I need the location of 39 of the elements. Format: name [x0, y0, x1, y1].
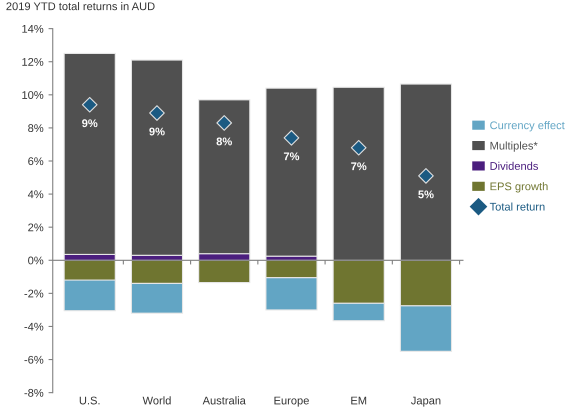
y-tick-label: 4%: [28, 190, 44, 198]
x-tick-label: Japan: [410, 396, 440, 407]
y-tick-label: 10%: [22, 91, 44, 99]
point: [216, 115, 232, 131]
data-label: 5%: [418, 190, 434, 198]
y-tick-label: 14%: [22, 24, 44, 33]
y-tick-label: -6%: [24, 356, 44, 364]
chart-title: 2019 YTD total returns in AUD: [6, 2, 155, 10]
point: [350, 140, 367, 156]
data-label: 7%: [351, 162, 366, 170]
y-tick-label: -8%: [24, 388, 44, 397]
legend-label: Currency effect: [490, 121, 565, 132]
bar: [64, 52, 116, 256]
x-tick-label: Australia: [202, 396, 246, 404]
x-tick-label: World: [142, 396, 171, 404]
point: [284, 130, 300, 146]
y-tick-label: 2%: [28, 223, 44, 232]
x-tick-label: Europe: [274, 396, 309, 407]
data-label: 8%: [216, 138, 232, 146]
legend-label: Multiples*: [490, 141, 538, 152]
data-label: 9%: [82, 119, 98, 128]
point: [149, 105, 165, 121]
y-tick-label: 6%: [28, 157, 44, 166]
x-tick-label: EM: [351, 396, 366, 404]
y-tick-label: -2%: [24, 290, 44, 298]
bar: [130, 60, 184, 256]
legend-label: Dividends: [490, 162, 538, 170]
bar: [265, 88, 318, 257]
legend-label: EPS growth: [490, 182, 548, 192]
point: [82, 96, 98, 113]
y-tick-label: 0%: [28, 256, 44, 264]
data-label: 9%: [149, 128, 165, 136]
y-tick-label: -4%: [24, 322, 44, 331]
y-tick-label: 12%: [22, 58, 44, 66]
x-tick-label: U.S.: [80, 396, 100, 404]
y-tick-label: 8%: [28, 124, 44, 132]
legend-label: Total return: [490, 202, 544, 211]
data-label: 7%: [284, 152, 300, 160]
point: [418, 168, 434, 184]
